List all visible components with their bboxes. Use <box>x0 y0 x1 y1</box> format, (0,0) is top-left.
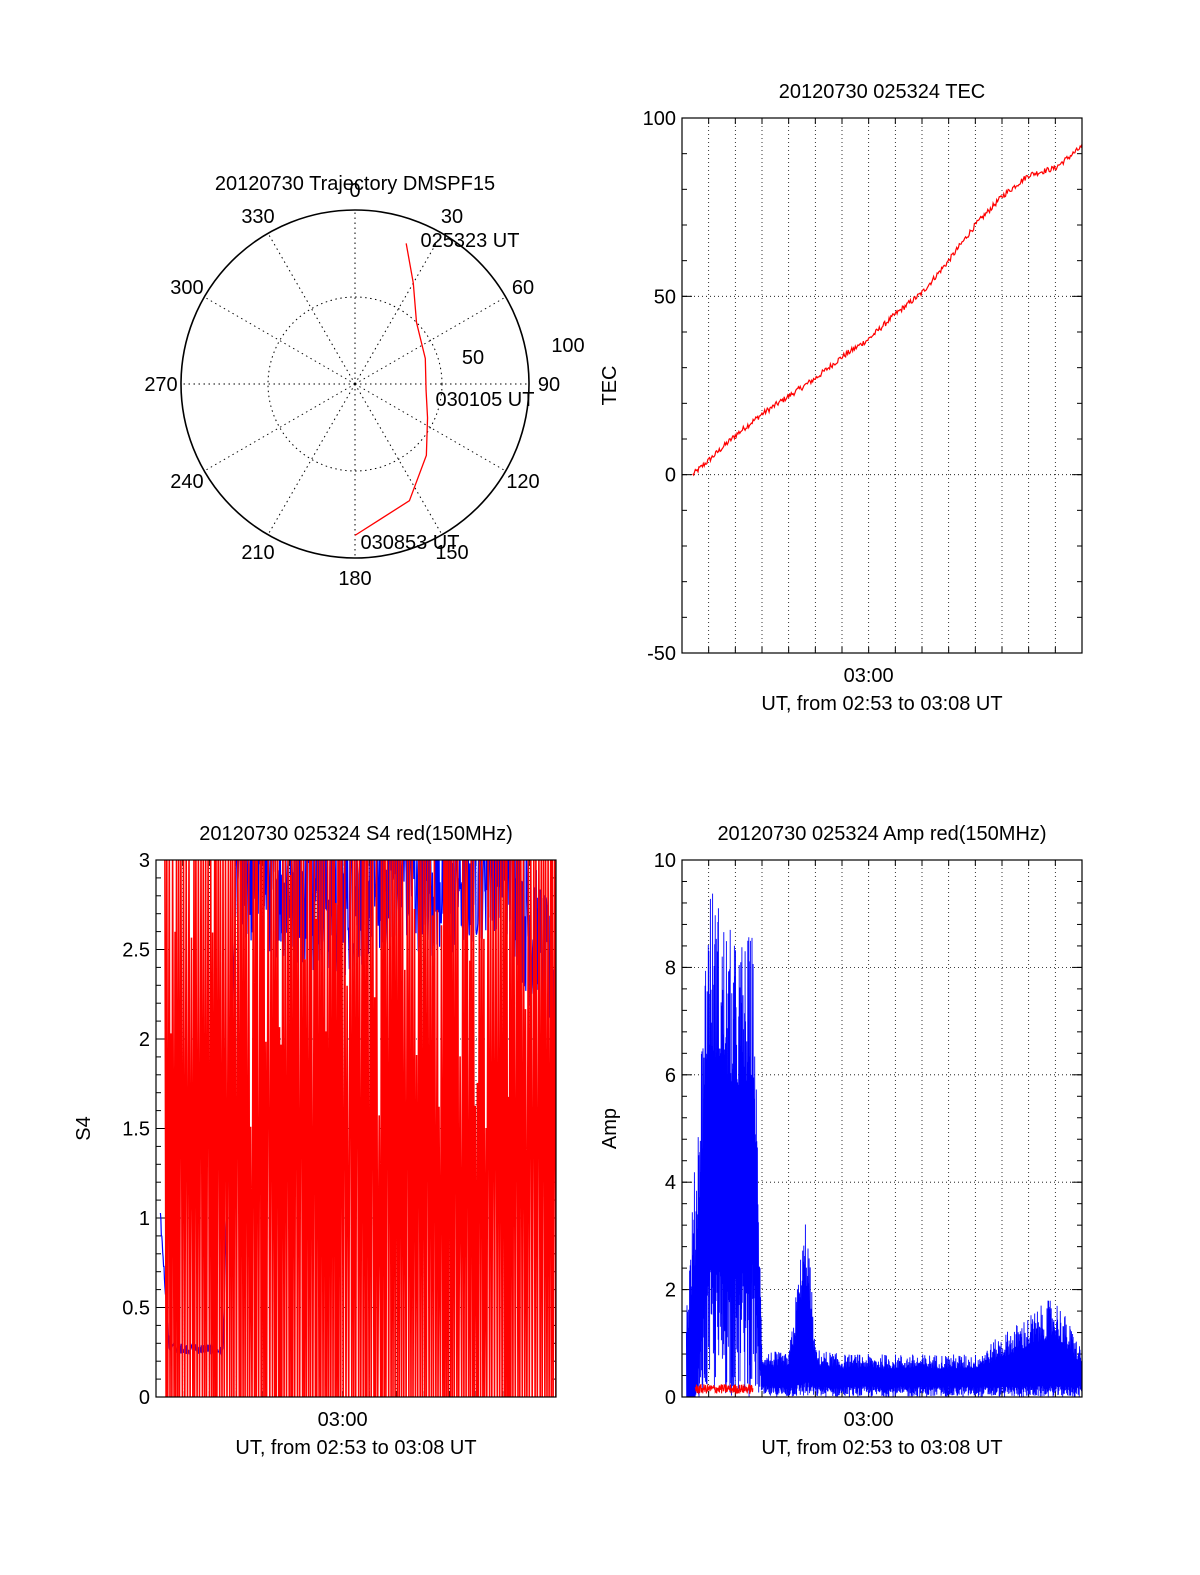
tec-xlabel: UT, from 02:53 to 03:08 UT <box>761 693 1002 715</box>
x-tick-label: 03:00 <box>844 665 894 687</box>
amp-plot-area <box>685 893 1082 1397</box>
polar-ring-50 <box>267 296 443 472</box>
trajectory-title: 20120730 Trajectory DMSPF15 <box>215 173 495 195</box>
y-tick-label: 1.5 <box>122 1119 150 1141</box>
s4-plot-area <box>159 860 556 1397</box>
tec-plot-frame <box>681 117 1083 654</box>
azimuth-label-60: 60 <box>512 277 534 299</box>
y-tick-label: 50 <box>654 286 676 308</box>
y-tick-label: 0 <box>139 1387 150 1409</box>
y-tick-label: 0 <box>665 465 676 487</box>
s4-xlabel: UT, from 02:53 to 03:08 UT <box>235 1437 476 1459</box>
y-tick-label: 3 <box>139 850 150 872</box>
s4-plot-frame <box>155 859 557 1398</box>
polar-spoke <box>354 383 443 535</box>
y-tick-label: 2 <box>665 1280 676 1302</box>
azimuth-label-270: 270 <box>144 374 177 396</box>
azimuth-label-330: 330 <box>241 206 274 228</box>
y-tick-label: 8 <box>665 957 676 979</box>
amp-xlabel: UT, from 02:53 to 03:08 UT <box>761 1437 1002 1459</box>
s4-title: 20120730 025324 S4 red(150MHz) <box>199 823 513 845</box>
y-tick-label: -50 <box>647 643 676 665</box>
tec-plot-area <box>692 144 1082 477</box>
y-tick-label: 2.5 <box>122 940 150 962</box>
polar-spoke <box>204 296 356 385</box>
y-tick-label: 6 <box>665 1065 676 1087</box>
azimuth-label-120: 120 <box>506 471 539 493</box>
polar-spoke <box>354 233 443 385</box>
azimuth-label-180: 180 <box>338 568 371 590</box>
y-tick-label: 10 <box>654 850 676 872</box>
s4-chart: 20120730 025324 S4 red(150MHz) 3 2.5 2 1.5 1 0… <box>73 823 557 1459</box>
azimuth-label-210: 210 <box>241 542 274 564</box>
azimuth-label-0: 0 <box>349 180 360 202</box>
radial-label-50: 50 <box>462 347 484 369</box>
y-tick-label: 4 <box>665 1172 676 1194</box>
polar-spoke <box>267 383 356 535</box>
azimuth-label-90: 90 <box>538 374 560 396</box>
trajectory-annotation: 030853 UT <box>361 532 460 554</box>
s4-ylabel: S4 <box>73 1116 95 1140</box>
azimuth-label-300: 300 <box>170 277 203 299</box>
polar-spoke <box>267 233 356 385</box>
tec-title: 20120730 025324 TEC <box>779 81 985 103</box>
y-tick-label: 100 <box>643 108 676 130</box>
amp-title: 20120730 025324 Amp red(150MHz) <box>717 823 1046 845</box>
azimuth-label-30: 30 <box>441 206 463 228</box>
amp-ylabel: Amp <box>599 1108 621 1149</box>
tec-series-line <box>692 144 1082 477</box>
y-tick-label: 2 <box>139 1029 150 1051</box>
tec-chart: 20120730 025324 TEC 100 50 0 -50 03:00 UT, fro… <box>599 81 1083 715</box>
azimuth-label-240: 240 <box>170 471 203 493</box>
amp-chart: 20120730 025324 Amp red(150MHz) 10 8 6 4 2 0 03… <box>599 823 1083 1459</box>
amp-red-series <box>694 1383 754 1396</box>
amp-plot-frame <box>681 859 1083 1398</box>
y-tick-label: 0.5 <box>122 1298 150 1320</box>
polar-spoke <box>354 383 506 472</box>
trajectory-annotation: 025323 UT <box>421 230 520 252</box>
y-tick-label: 0 <box>665 1387 676 1409</box>
y-tick-label: 1 <box>139 1208 150 1230</box>
x-tick-label: 03:00 <box>318 1409 368 1431</box>
trajectory-line <box>354 243 429 536</box>
polar-spoke <box>204 383 356 472</box>
amp-blue-series <box>685 893 1082 1397</box>
radial-label-100: 100 <box>551 335 584 357</box>
polar-outer-circle <box>180 209 530 559</box>
s4-red-series <box>164 860 556 1397</box>
azimuth-label-150: 150 <box>435 542 468 564</box>
x-tick-label: 03:00 <box>844 1409 894 1431</box>
polar-spoke <box>354 296 506 385</box>
trajectory-annotation: 030105 UT <box>436 389 535 411</box>
tec-ylabel: TEC <box>599 366 621 406</box>
